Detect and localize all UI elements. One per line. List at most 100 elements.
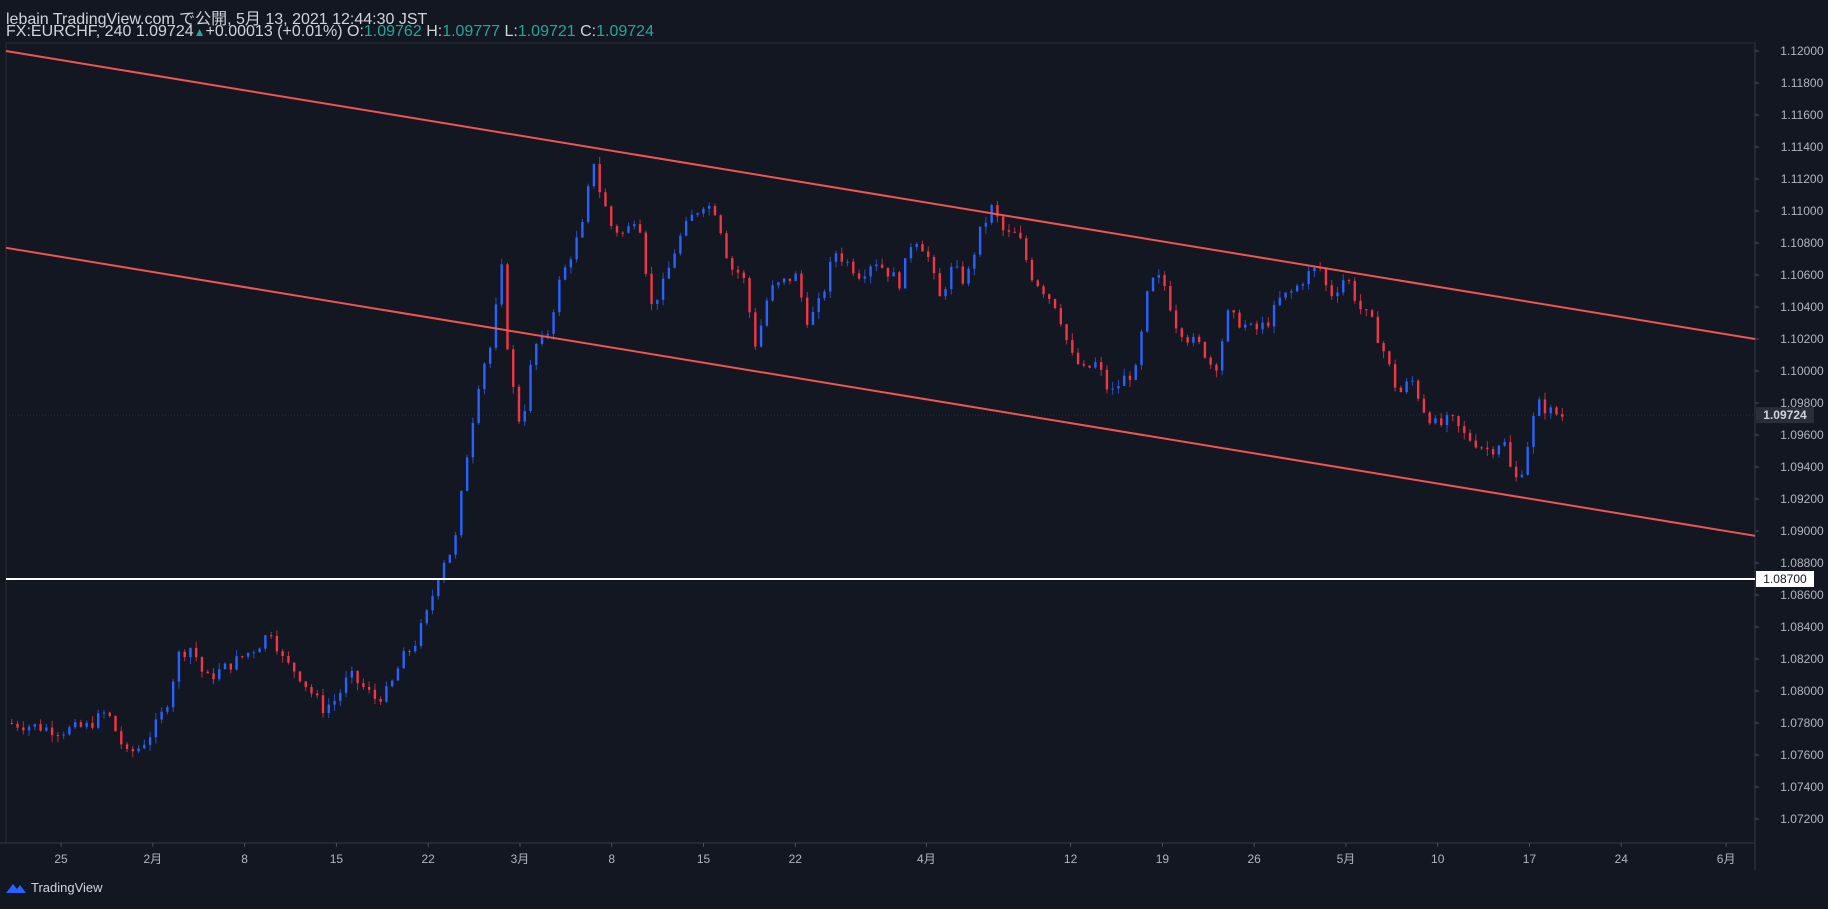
candle-body (1445, 415, 1449, 426)
candle-body (886, 267, 890, 277)
candle-body (794, 273, 797, 282)
candle-body (811, 312, 815, 325)
candle-body (379, 698, 382, 702)
upper-channel-trendline[interactable] (5, 50, 1756, 340)
candle-body (1186, 337, 1189, 343)
candle-body (1232, 310, 1235, 313)
candle-body (362, 683, 365, 687)
candle-body (85, 722, 88, 727)
candle-body (1509, 442, 1512, 467)
candle-body (903, 258, 907, 289)
price-tick-label: 1.07600 (1780, 748, 1824, 762)
candle-body (1330, 285, 1333, 297)
tradingview-footer[interactable]: TradingView (5, 880, 103, 895)
candle-body (523, 411, 526, 422)
candle-body (1082, 364, 1086, 366)
candle-body (1174, 310, 1178, 329)
candle-body (1532, 415, 1535, 447)
candle-body (759, 325, 763, 347)
candle-body (748, 278, 751, 313)
candle-body (875, 264, 878, 267)
candle-body (1416, 380, 1420, 399)
candle-body (1474, 440, 1478, 448)
candle-body (696, 213, 699, 215)
candle-body (1007, 230, 1011, 232)
candle-body (1030, 259, 1034, 281)
candle-body (1123, 375, 1126, 386)
candle-body (1180, 328, 1184, 338)
candle-body (1076, 352, 1080, 365)
candle-body (1491, 449, 1495, 455)
candle-body (344, 677, 348, 693)
candle-body (1192, 336, 1195, 343)
candle-body (437, 579, 440, 597)
candle-body (863, 276, 867, 279)
candle-body (465, 457, 469, 491)
candle-body (1555, 407, 1558, 415)
candle-body (419, 623, 423, 646)
candle-body (1342, 280, 1345, 293)
price-tick-label: 1.11600 (1781, 108, 1824, 122)
time-tick-label: 15 (330, 852, 344, 866)
candle-body (955, 266, 959, 268)
candle-body (1434, 418, 1437, 424)
candle-body (1503, 442, 1506, 446)
candle-body (316, 693, 319, 696)
candle-body (500, 264, 503, 305)
candle-body (627, 226, 630, 233)
candle-body (373, 689, 377, 699)
candle-body (166, 707, 169, 712)
candle-body (62, 734, 65, 736)
symbol-label[interactable]: FX:EURCHF, 240 1.09724 (6, 23, 194, 40)
candle-body (1255, 323, 1258, 330)
candle-body (160, 711, 163, 720)
candle-body (1497, 445, 1501, 455)
candle-body (131, 748, 135, 752)
candle-body (1065, 324, 1068, 341)
candle-body (39, 724, 42, 731)
candle-body (1088, 365, 1091, 368)
candle-body (1428, 412, 1431, 424)
time-tick-label: 8 (608, 852, 615, 866)
candle-body (1284, 292, 1287, 298)
last-price-label: 1.09724 (1763, 408, 1807, 422)
candle-body (771, 285, 774, 301)
candle-body (1128, 375, 1132, 380)
candle-body (1261, 322, 1264, 330)
time-tick-label: 3月 (511, 852, 530, 866)
candle-body (1526, 446, 1529, 475)
candle-body (477, 389, 480, 423)
candle-body (961, 266, 965, 284)
candle-body (402, 650, 405, 669)
candle-body (1543, 399, 1547, 414)
candle-body (1013, 231, 1016, 233)
last-price-badge (1756, 407, 1814, 424)
candle-body (788, 278, 792, 282)
price-tick-label: 1.08000 (1780, 684, 1824, 698)
candle-body (1134, 365, 1137, 380)
candle-body (1399, 387, 1403, 393)
candle-body (552, 312, 555, 335)
candle-body (592, 163, 596, 187)
candle-body (356, 670, 359, 684)
candle-body (800, 273, 803, 298)
candle-body (829, 261, 832, 292)
candle-body (558, 279, 561, 313)
time-tick-label: 19 (1156, 852, 1170, 866)
candle-body (431, 596, 434, 611)
candle-body (1422, 398, 1426, 413)
candle-body (442, 562, 446, 580)
candle-body (1370, 310, 1374, 317)
candle-body (535, 343, 538, 365)
candle-body (97, 713, 100, 728)
price-tick-label: 1.12000 (1780, 44, 1824, 58)
price-tick-label: 1.09400 (1780, 460, 1824, 474)
candle-body (950, 266, 953, 290)
candle-body (1053, 299, 1057, 309)
candle-body (408, 650, 411, 652)
candle-body (1215, 364, 1218, 371)
candle-body (973, 254, 976, 269)
candle-body (1405, 381, 1408, 393)
lower-channel-trendline[interactable] (5, 246, 1756, 537)
